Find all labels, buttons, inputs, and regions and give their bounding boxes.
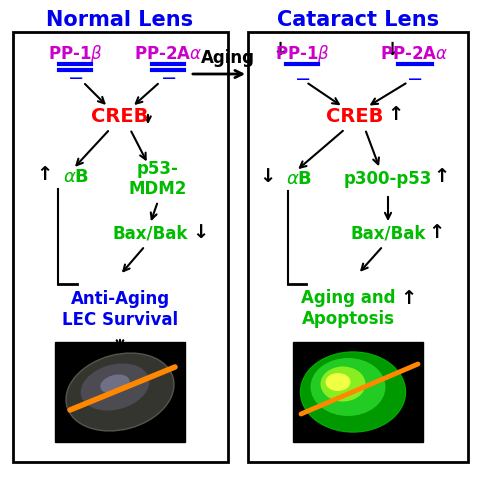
- Text: ↑: ↑: [400, 289, 416, 309]
- Text: Normal Lens: Normal Lens: [47, 10, 193, 30]
- Text: $-$: $-$: [406, 68, 422, 87]
- Text: PP-2A$\alpha$: PP-2A$\alpha$: [380, 45, 448, 63]
- Bar: [293, 342, 423, 442]
- Text: ↑: ↑: [428, 223, 444, 242]
- Text: PP-2A$\alpha$: PP-2A$\alpha$: [134, 45, 202, 63]
- Bar: [55, 342, 185, 442]
- Text: CREB: CREB: [326, 107, 384, 127]
- Text: $-$: $-$: [160, 67, 176, 86]
- Text: ↓: ↓: [260, 167, 276, 186]
- Ellipse shape: [100, 374, 130, 394]
- Text: $-$: $-$: [67, 67, 83, 86]
- Text: p53-
MDM2: p53- MDM2: [129, 160, 187, 198]
- Text: ↓: ↓: [273, 41, 288, 59]
- Text: Aging: Aging: [201, 49, 255, 67]
- Text: $-$: $-$: [294, 68, 310, 87]
- Text: Bax/Bak: Bax/Bak: [112, 225, 188, 243]
- Ellipse shape: [311, 358, 385, 416]
- Ellipse shape: [325, 373, 350, 391]
- Text: CREB: CREB: [91, 107, 149, 127]
- Text: ↑: ↑: [387, 105, 403, 125]
- Text: PP-1$\beta$: PP-1$\beta$: [275, 43, 329, 65]
- Text: Aging and
Apoptosis: Aging and Apoptosis: [301, 289, 395, 328]
- Text: PP-1$\beta$: PP-1$\beta$: [48, 43, 102, 65]
- Text: p300-p53: p300-p53: [344, 170, 432, 188]
- Text: ↓: ↓: [384, 41, 399, 59]
- Bar: [13, 32, 228, 462]
- Bar: [248, 32, 468, 462]
- Ellipse shape: [81, 363, 149, 411]
- Text: ↑: ↑: [36, 166, 53, 184]
- Ellipse shape: [66, 353, 174, 431]
- Text: ↓: ↓: [192, 223, 208, 242]
- Text: Bax/Bak: Bax/Bak: [350, 225, 426, 243]
- Ellipse shape: [300, 352, 406, 432]
- Text: Cataract Lens: Cataract Lens: [277, 10, 439, 30]
- Text: Anti-Aging
LEC Survival: Anti-Aging LEC Survival: [62, 290, 178, 329]
- Ellipse shape: [321, 366, 365, 402]
- Text: ↑: ↑: [433, 167, 449, 186]
- Text: $\alpha$B: $\alpha$B: [286, 170, 312, 188]
- Text: $\alpha$B: $\alpha$B: [63, 168, 89, 186]
